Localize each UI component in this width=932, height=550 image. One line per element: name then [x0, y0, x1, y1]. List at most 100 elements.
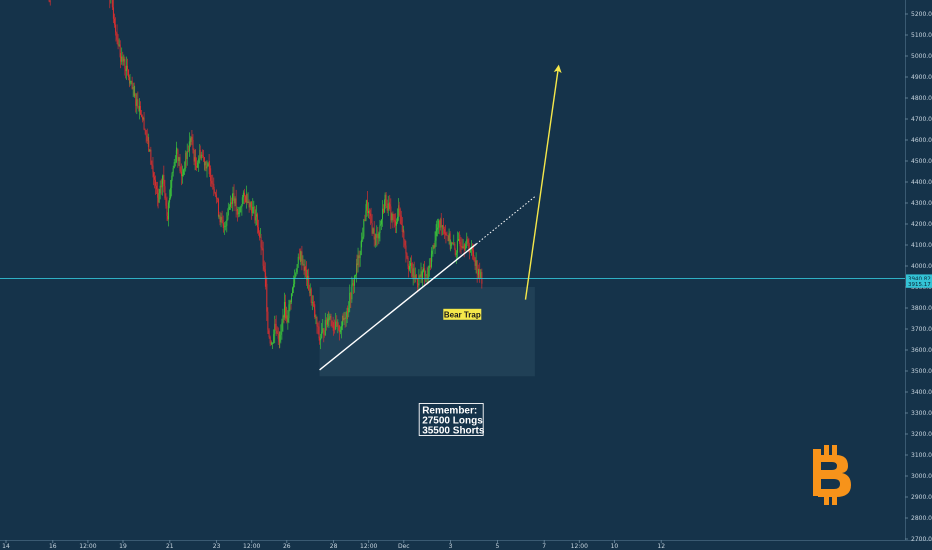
- candle-body: [199, 149, 201, 159]
- y-tick-label: 5000.00: [911, 53, 932, 60]
- candle-body: [152, 172, 154, 177]
- candle-body: [202, 156, 204, 158]
- candle-body: [140, 114, 142, 117]
- candle-body: [388, 203, 390, 205]
- candle-body: [198, 158, 200, 163]
- x-axis[interactable]: 14 16 12:00 19 21 23 12:00 26 28 12:00 Dec 3 5 7 12:00…: [2, 540, 665, 550]
- x-tick-label: 14: [2, 543, 10, 550]
- candle-body: [130, 80, 132, 82]
- candle-body: [117, 39, 119, 46]
- y-tick-label: 3500.00: [911, 368, 932, 375]
- candle-body: [179, 157, 181, 172]
- candle-body: [248, 201, 250, 208]
- candle-body: [367, 210, 369, 214]
- candle-body: [158, 193, 160, 203]
- candle-body: [323, 334, 325, 336]
- candle-body: [250, 202, 252, 207]
- candle-body: [320, 338, 322, 341]
- candle-body: [335, 321, 337, 330]
- candle-body: [415, 274, 417, 279]
- y-tick-label: 4800.00: [911, 95, 932, 102]
- candle-body: [200, 154, 202, 159]
- candle-body: [178, 157, 180, 161]
- candle-body: [374, 236, 376, 240]
- candle-body: [300, 251, 302, 262]
- candle-body: [217, 199, 219, 217]
- candle-body: [257, 227, 259, 233]
- candle-body: [246, 193, 248, 203]
- candle-body: [221, 217, 223, 220]
- candle-body: [295, 272, 297, 274]
- candle-body: [393, 220, 395, 221]
- candle-body: [326, 318, 328, 325]
- candle-body: [195, 157, 197, 166]
- candle-body: [137, 99, 139, 108]
- candle-body: [419, 275, 421, 277]
- candle-body: [168, 202, 170, 220]
- candle-body: [149, 149, 151, 152]
- candle-body: [256, 214, 258, 228]
- candle-body: [361, 239, 363, 242]
- candle-body: [365, 210, 367, 222]
- candle-body: [398, 205, 400, 217]
- y-axis[interactable]: 5200.00 5100.00 5000.00 4900.00 4800.00 4700.…: [905, 11, 932, 543]
- candle-body: [148, 140, 150, 152]
- candle-body: [414, 274, 416, 278]
- bear-trap-label-box: [443, 308, 482, 320]
- candle-body: [293, 283, 295, 288]
- candle-body: [142, 116, 144, 120]
- candle-body: [469, 249, 471, 253]
- candle-body: [387, 203, 389, 211]
- candle-body: [331, 320, 333, 326]
- plot-area[interactable]: [0, 0, 905, 540]
- candle-body: [274, 323, 276, 335]
- candle-body: [386, 206, 388, 211]
- candle-body: [297, 256, 299, 265]
- candle-body: [301, 251, 303, 265]
- candle-body: [303, 263, 305, 271]
- candle-body: [228, 206, 230, 210]
- y-tick-label: 3300.00: [911, 410, 932, 417]
- candle-body: [160, 185, 162, 188]
- candle-body: [442, 225, 444, 230]
- candle-body: [468, 249, 470, 253]
- candle-body: [426, 274, 428, 280]
- candle-body: [191, 137, 193, 140]
- candle-body: [132, 87, 134, 89]
- candle-body: [157, 197, 159, 203]
- candle-body: [215, 194, 217, 199]
- candle-body: [321, 331, 323, 339]
- candle-body: [124, 58, 126, 69]
- candle-body: [234, 198, 236, 204]
- candle-body: [311, 301, 313, 303]
- candle-body: [440, 218, 442, 228]
- candle-body: [451, 242, 453, 246]
- candle-body: [255, 214, 257, 217]
- x-tick-label: 26: [283, 543, 291, 550]
- candle-body: [429, 265, 431, 267]
- candle-body: [325, 320, 327, 325]
- candle-body: [439, 220, 441, 228]
- candlestick-series: [48, 0, 483, 350]
- candle-body: [225, 225, 227, 227]
- candle-body: [317, 326, 319, 327]
- candle-body: [214, 192, 216, 195]
- x-tick-label: 12:00: [360, 543, 377, 550]
- candle-body: [332, 325, 334, 327]
- candle-body: [314, 309, 316, 318]
- candle-body: [115, 24, 117, 33]
- candle-body: [330, 316, 332, 321]
- candle-body: [153, 176, 155, 180]
- candle-body: [437, 227, 439, 230]
- candle-body: [274, 323, 276, 325]
- x-tick-label: 19: [119, 543, 127, 550]
- candle-body: [312, 301, 314, 306]
- x-tick-label: 10: [611, 543, 619, 550]
- candle-body: [220, 217, 222, 223]
- candle-body: [180, 171, 182, 172]
- candle-body: [400, 215, 402, 225]
- candle-body: [379, 224, 381, 226]
- candle-body: [346, 307, 348, 318]
- candle-body: [276, 330, 278, 334]
